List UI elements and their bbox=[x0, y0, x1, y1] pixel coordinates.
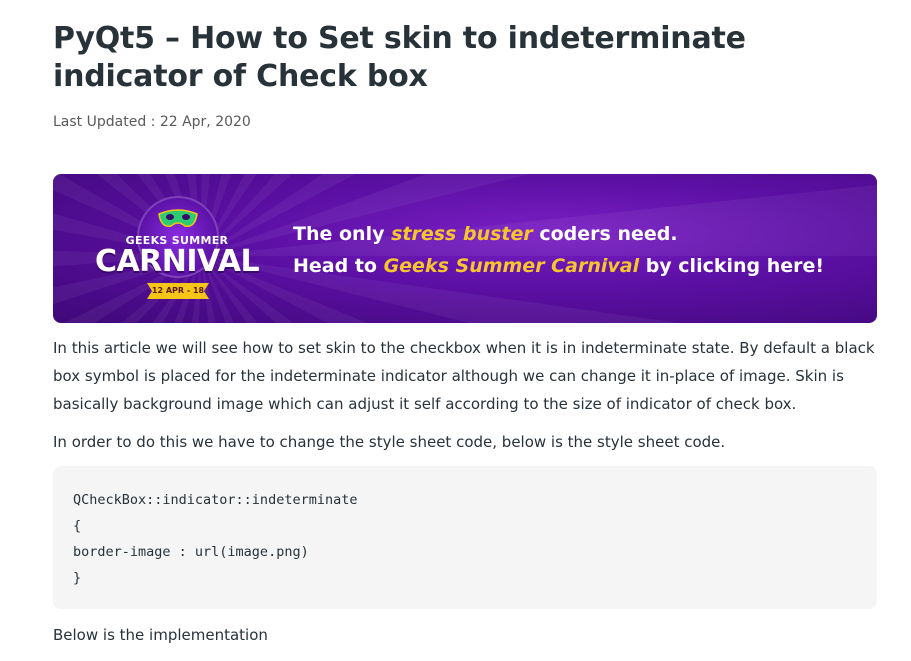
banner-line-1-highlight: stress buster bbox=[391, 223, 533, 245]
banner-line-2-highlight: Geeks Summer Carnival bbox=[383, 255, 640, 277]
banner-line-2-suffix: by clicking here! bbox=[639, 255, 825, 277]
banner-message: The only stress buster coders need. Head… bbox=[293, 218, 824, 282]
code-block[interactable]: QCheckBox::indicator::indeterminate { bo… bbox=[53, 466, 877, 609]
logo-top-text: GEEKS SUMMER bbox=[125, 234, 229, 247]
code-line: { bbox=[73, 518, 82, 534]
intro-paragraph: In this article we will see how to set s… bbox=[53, 339, 875, 413]
carnival-logo: GEEKS SUMMER CARNIVAL 12 APR - 18 APR bbox=[91, 194, 263, 306]
carnival-mask-icon bbox=[158, 209, 198, 227]
implementation-paragraph: Below is the implementation bbox=[53, 626, 268, 644]
code-line: QCheckBox::indicator::indeterminate bbox=[73, 492, 358, 508]
banner-line-1: The only stress buster coders need. bbox=[293, 218, 824, 250]
article-title: PyQt5 – How to Set skin to indeterminate… bbox=[53, 21, 746, 94]
last-updated-date: Last Updated : 22 Apr, 2020 bbox=[53, 114, 251, 130]
promo-banner[interactable]: GEEKS SUMMER CARNIVAL 12 APR - 18 APR Th… bbox=[53, 174, 877, 323]
banner-line-2-prefix: Head to bbox=[293, 255, 384, 277]
code-line: } bbox=[73, 570, 82, 586]
code-line: border-image : url(image.png) bbox=[73, 544, 309, 560]
banner-line-2: Head to Geeks Summer Carnival by clickin… bbox=[293, 250, 824, 282]
logo-dates-ribbon: 12 APR - 18 APR bbox=[147, 283, 209, 299]
article: PyQt5 – How to Set skin to indeterminate… bbox=[53, 0, 877, 649]
banner-line-1-prefix: The only bbox=[293, 223, 392, 245]
stylesheet-paragraph: In order to do this we have to change th… bbox=[53, 433, 726, 451]
logo-main-text: CARNIVAL bbox=[94, 244, 260, 279]
banner-line-1-suffix: coders need. bbox=[532, 223, 678, 245]
